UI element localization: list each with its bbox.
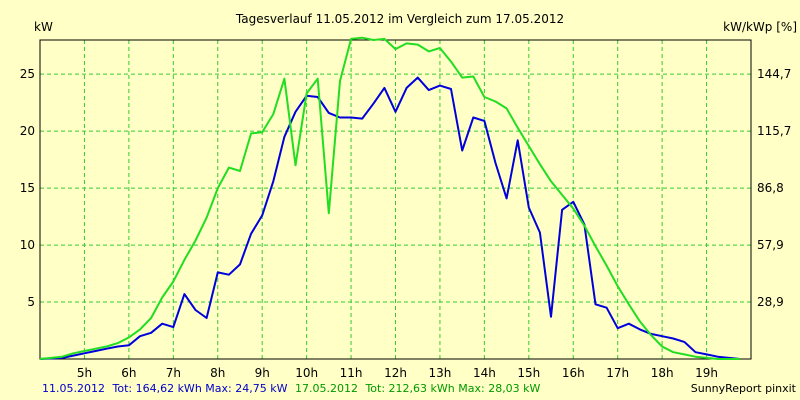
y-left-tick-label: 25 [20,67,35,81]
ticks-layer: 5h 6h 7h 8h 9h 10h 11h 12h 13h 14h 15h 16h 17h 18h 19h… [20,67,792,380]
x-tick-label: 8h [210,366,225,380]
y-right-tick-label: 86,8 [757,181,784,195]
footer-brand: SunnyReport pinxit [691,382,797,395]
grid-layer [40,40,751,359]
x-tick-label: 12h [384,366,407,380]
y-right-tick-label: 28,9 [757,295,784,309]
x-tick-label: 16h [562,366,585,380]
x-tick-label: 14h [473,366,496,380]
y-left-tick-label: 10 [20,238,35,252]
x-tick-label: 7h [166,366,181,380]
series-line-2 [39,36,740,360]
x-tick-label: 11h [340,366,363,380]
y-right-tick-label: 144,7 [757,67,791,81]
x-tick-label: 6h [121,366,136,380]
chart-title: Tagesverlauf 11.05.2012 im Vergleich zum… [235,12,564,26]
plot-frame [39,39,752,360]
x-tick-label: 5h [77,366,92,380]
y-axis-right-label: kW/kWp [%] [723,20,797,34]
y-left-tick-label: 5 [27,295,35,309]
y-right-tick-label: 57,9 [757,238,784,252]
x-tick-label: 15h [517,366,540,380]
y-axis-left-label: kW [34,20,53,34]
footer-series2-stats: Tot: 212,63 kWh Max: 28,03 kW [364,382,540,395]
footer-series2-date: 17.05.2012 [295,382,358,395]
x-tick-label: 19h [695,366,718,380]
footer-series1-date: 11.05.2012 [42,382,105,395]
x-tick-label: 17h [606,366,629,380]
x-tick-label: 10h [295,366,318,380]
footer-stats: 11.05.2012 Tot: 164,62 kWh Max: 24,75 kW… [42,382,541,395]
x-tick-label: 18h [651,366,674,380]
series-layer [39,36,740,360]
footer-series1-stats: Tot: 164,62 kWh Max: 24,75 kW [111,382,287,395]
y-right-tick-label: 115,7 [757,124,791,138]
y-left-tick-label: 20 [20,124,35,138]
y-left-tick-label: 15 [20,181,35,195]
x-tick-label: 9h [255,366,270,380]
series-line-1 [39,76,740,360]
x-tick-label: 13h [429,366,452,380]
